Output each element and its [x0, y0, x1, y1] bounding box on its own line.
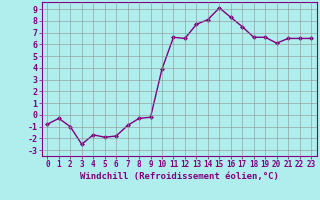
X-axis label: Windchill (Refroidissement éolien,°C): Windchill (Refroidissement éolien,°C) [80, 172, 279, 181]
